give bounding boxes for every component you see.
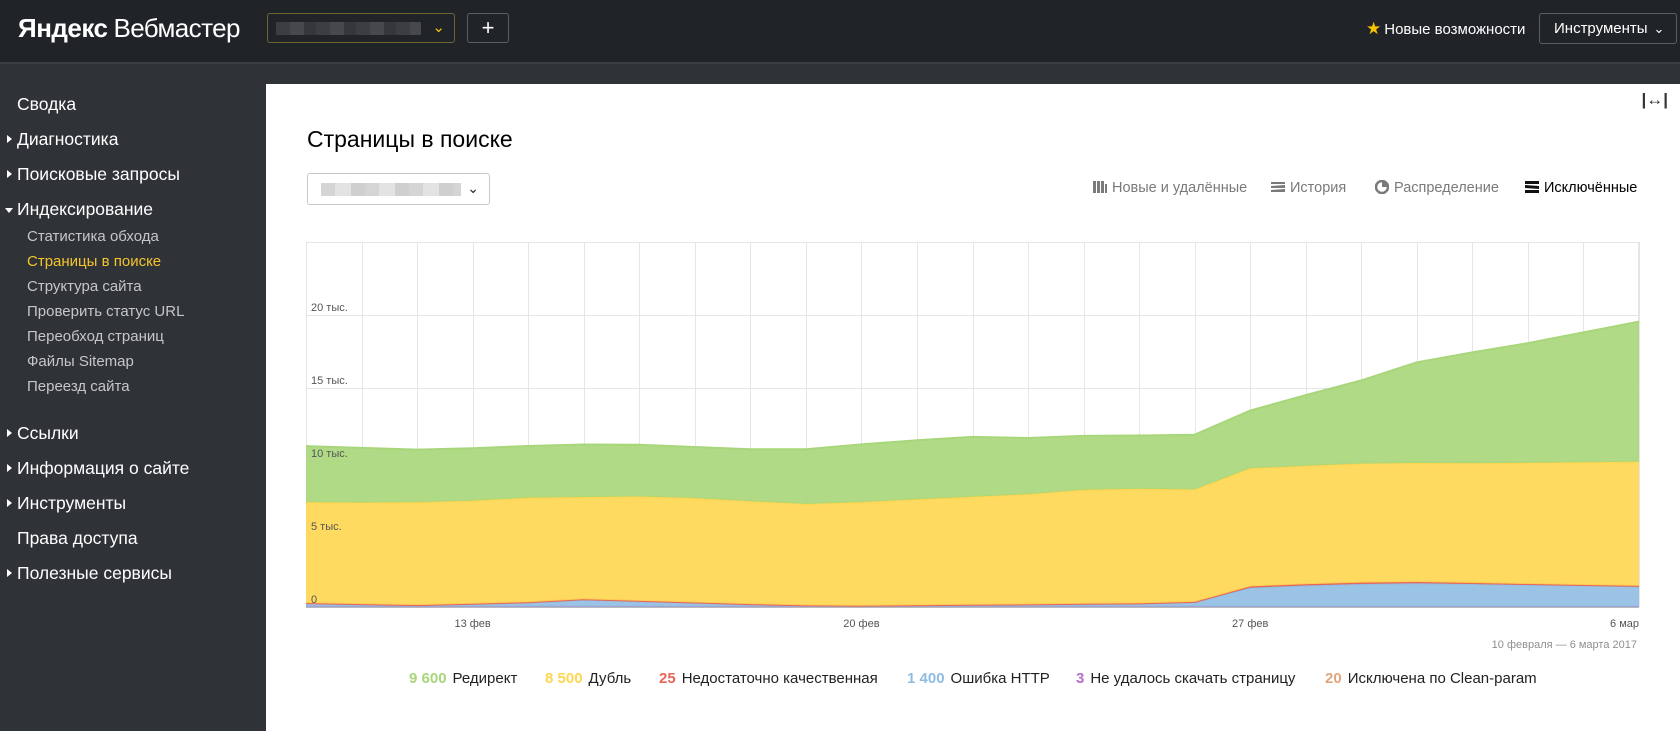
legend-item[interactable]: 20 Исключена по Clean-param xyxy=(1325,670,1537,687)
legend-label: Редирект xyxy=(452,670,518,687)
legend-value: 20 xyxy=(1325,670,1342,687)
y-tick-label: 15 тыс. xyxy=(311,375,348,387)
legend-item[interactable]: 1 400 Ошибка HTTP xyxy=(907,670,1050,687)
legend-value: 3 xyxy=(1076,670,1085,687)
tab-distribution[interactable]: Распределение xyxy=(1375,180,1499,196)
top-header: Яндекс Вебмастер ⌄ + ★ Новые возможности И… xyxy=(0,0,1680,64)
legend-item[interactable]: 25 Недостаточно качественная xyxy=(659,670,878,687)
legend-item[interactable]: 9 600 Редирект xyxy=(409,670,517,687)
legend-label: Не удалось скачать страницу xyxy=(1090,670,1296,687)
caret-down-icon xyxy=(5,208,13,213)
group-name-redacted xyxy=(321,183,461,196)
tab-excluded[interactable]: Исключённые xyxy=(1525,180,1637,196)
tab-history[interactable]: История xyxy=(1271,180,1346,196)
legend-value: 25 xyxy=(659,670,676,687)
caret-right-icon xyxy=(7,464,12,472)
whats-new-link[interactable]: ★ Новые возможности xyxy=(1366,19,1525,39)
caret-right-icon xyxy=(7,499,12,507)
sidebar-item-diagnostics[interactable]: Диагностика xyxy=(7,129,118,150)
x-tick-label: 27 фев xyxy=(1232,618,1268,630)
sidebar-item-access-rights[interactable]: Права доступа xyxy=(17,528,138,548)
logo-brand: Яндекс xyxy=(18,13,108,43)
y-tick-label: 20 тыс. xyxy=(311,302,348,314)
sidebar-subitem-crawl-stats[interactable]: Статистика обхода xyxy=(27,228,159,245)
sidebar-item-search-queries[interactable]: Поисковые запросы xyxy=(7,164,180,185)
star-icon: ★ xyxy=(1366,19,1382,38)
legend-value: 8 500 xyxy=(545,670,583,687)
excluded-pages-chart: 0 5 тыс. 10 тыс. 15 тыс. 20 тыс. 13 фев 20 фе… xyxy=(306,242,1640,630)
legend-label: Недостаточно качественная xyxy=(681,670,878,687)
tools-label: Инструменты xyxy=(1554,20,1648,37)
sidebar-subitem-recrawl[interactable]: Переобход страниц xyxy=(27,328,164,345)
yandex-webmaster-logo[interactable]: Яндекс Вебмастер xyxy=(18,13,240,43)
x-tick-label: 20 фев xyxy=(843,618,879,630)
x-tick-label: 6 мар xyxy=(1610,618,1639,630)
whats-new-label: Новые возможности xyxy=(1384,21,1526,38)
chart-legend: 9 600 Редирект 8 500 Дубль 25 Недостаточно ка… xyxy=(266,670,1680,690)
sidebar-item-indexing[interactable]: Индексирование xyxy=(5,199,153,220)
layers-icon xyxy=(1525,181,1539,193)
logo-product: Вебмастер xyxy=(113,13,241,43)
caret-right-icon xyxy=(7,170,12,178)
sidebar-item-summary[interactable]: Сводка xyxy=(17,94,77,114)
legend-item[interactable]: 3 Не удалось скачать страницу xyxy=(1076,670,1295,687)
tab-new-and-removed[interactable]: Новые и удалённые xyxy=(1093,180,1247,196)
area-series-4 xyxy=(306,461,1639,606)
chevron-down-icon: ⌄ xyxy=(432,19,445,36)
legend-item[interactable]: 8 500 Дубль xyxy=(545,670,631,687)
area-series-5 xyxy=(306,321,1639,504)
area-series-2 xyxy=(306,583,1639,607)
legend-value: 1 400 xyxy=(907,670,945,687)
x-tick-label: 13 фев xyxy=(454,618,490,630)
sidebar-item-site-info[interactable]: Информация о сайте xyxy=(7,458,189,479)
caret-right-icon xyxy=(7,569,12,577)
page-group-selector[interactable]: ⌄ xyxy=(307,173,490,205)
chart-date-range: 10 февраля — 6 марта 2017 xyxy=(1491,639,1637,651)
sidebar-subitem-pages-in-search[interactable]: Страницы в поиске xyxy=(27,253,162,270)
sidebar-item-tools[interactable]: Инструменты xyxy=(7,493,126,514)
site-name-redacted xyxy=(276,22,421,35)
caret-right-icon xyxy=(7,429,12,437)
sidebar-item-links[interactable]: Ссылки xyxy=(7,423,79,444)
y-tick-label: 5 тыс. xyxy=(311,521,342,533)
legend-label: Исключена по Clean-param xyxy=(1347,670,1537,687)
chevron-down-icon: ⌄ xyxy=(1653,21,1665,36)
sidebar-item-useful-services[interactable]: Полезные сервисы xyxy=(7,563,172,584)
legend-value: 9 600 xyxy=(409,670,447,687)
tools-dropdown[interactable]: Инструменты ⌄ xyxy=(1539,13,1677,44)
view-tabs: Новые и удалённые История Распределение … xyxy=(266,180,1680,200)
y-tick-label: 0 xyxy=(311,594,317,606)
pie-icon xyxy=(1375,180,1389,194)
expand-width-icon[interactable]: |↔| xyxy=(1641,90,1668,109)
sidebar-subitem-site-move[interactable]: Переезд сайта xyxy=(27,378,130,395)
main-content: |↔| Страницы в поиске ⌄ Новые и удалённы… xyxy=(266,84,1680,731)
page-title: Страницы в поиске xyxy=(307,126,513,152)
area-series-line-5 xyxy=(306,320,1640,451)
y-tick-label: 10 тыс. xyxy=(311,448,348,460)
bars-icon xyxy=(1093,181,1107,193)
caret-right-icon xyxy=(7,135,12,143)
add-site-button[interactable]: + xyxy=(467,13,509,43)
sidebar-subitem-sitemap[interactable]: Файлы Sitemap xyxy=(27,353,134,370)
legend-label: Ошибка HTTP xyxy=(950,670,1050,687)
sidebar-subitem-check-url[interactable]: Проверить статус URL xyxy=(27,303,185,320)
site-selector[interactable]: ⌄ xyxy=(267,13,455,43)
chevron-down-icon: ⌄ xyxy=(467,180,479,196)
sidebar-subitem-site-structure[interactable]: Структура сайта xyxy=(27,278,142,295)
history-icon xyxy=(1271,182,1285,192)
legend-label: Дубль xyxy=(588,670,632,687)
